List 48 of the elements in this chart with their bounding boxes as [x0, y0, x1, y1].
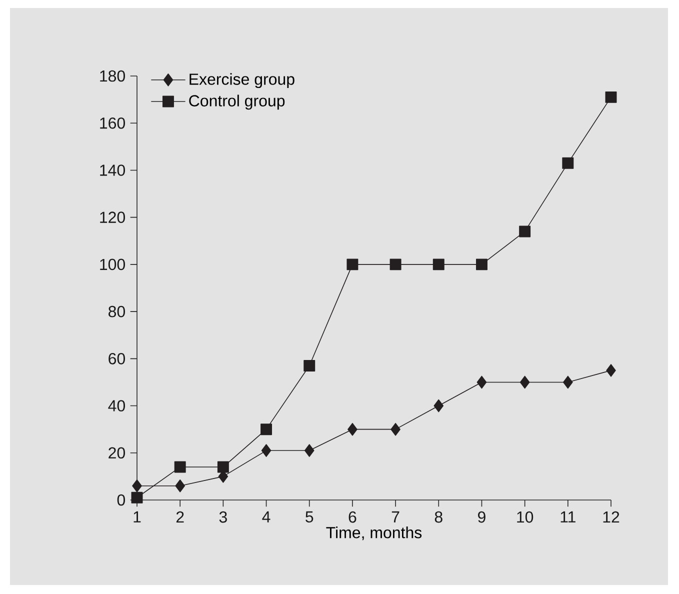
x-tick-label: 6 [348, 511, 356, 523]
legend-label: Exercise group [190, 73, 294, 88]
x-tick-label: 2 [176, 511, 184, 523]
legend-label: Control group [189, 94, 285, 110]
y-tick-label: 40 [108, 400, 126, 412]
point [131, 492, 143, 504]
y-tick-label: 80 [108, 306, 126, 318]
x-tick-label: 7 [392, 511, 400, 522]
point [432, 258, 444, 270]
x-tick-label: 1 [134, 511, 141, 522]
point [520, 376, 530, 389]
point [434, 399, 444, 412]
point [217, 461, 229, 473]
point [605, 91, 617, 103]
y-tick-label: 180 [100, 70, 125, 82]
point [476, 258, 488, 270]
point [174, 461, 186, 473]
point [132, 479, 142, 492]
point [348, 422, 358, 436]
point [260, 424, 272, 436]
point [562, 157, 574, 169]
point [390, 422, 400, 436]
point [261, 444, 272, 457]
y-tick-label: 60 [108, 353, 126, 364]
y-tick-label: 160 [100, 117, 125, 129]
x-tick-label: 5 [306, 511, 314, 523]
y-tick-label: 120 [100, 212, 125, 223]
point [563, 376, 573, 389]
point [346, 258, 358, 270]
x-tick-label: 12 [603, 511, 620, 523]
x-tick-label: 10 [517, 511, 534, 523]
point [304, 360, 316, 372]
point [175, 479, 185, 492]
point [304, 444, 314, 457]
y-tick-label: 20 [108, 447, 126, 459]
point [606, 364, 616, 377]
x-tick-label: 3 [219, 511, 227, 523]
y-tick-label: 140 [100, 164, 125, 176]
x-tick-label: 9 [478, 511, 486, 523]
point [390, 258, 402, 270]
y-tick-label: 0 [117, 494, 126, 506]
x-tick-label: 8 [434, 511, 442, 523]
point [519, 226, 531, 238]
y-tick-label: 100 [100, 258, 125, 270]
x-axis-title: Time, months [326, 526, 422, 540]
x-tick-label: 11 [560, 511, 576, 522]
point [476, 376, 487, 389]
x-tick-label: 4 [262, 511, 270, 522]
